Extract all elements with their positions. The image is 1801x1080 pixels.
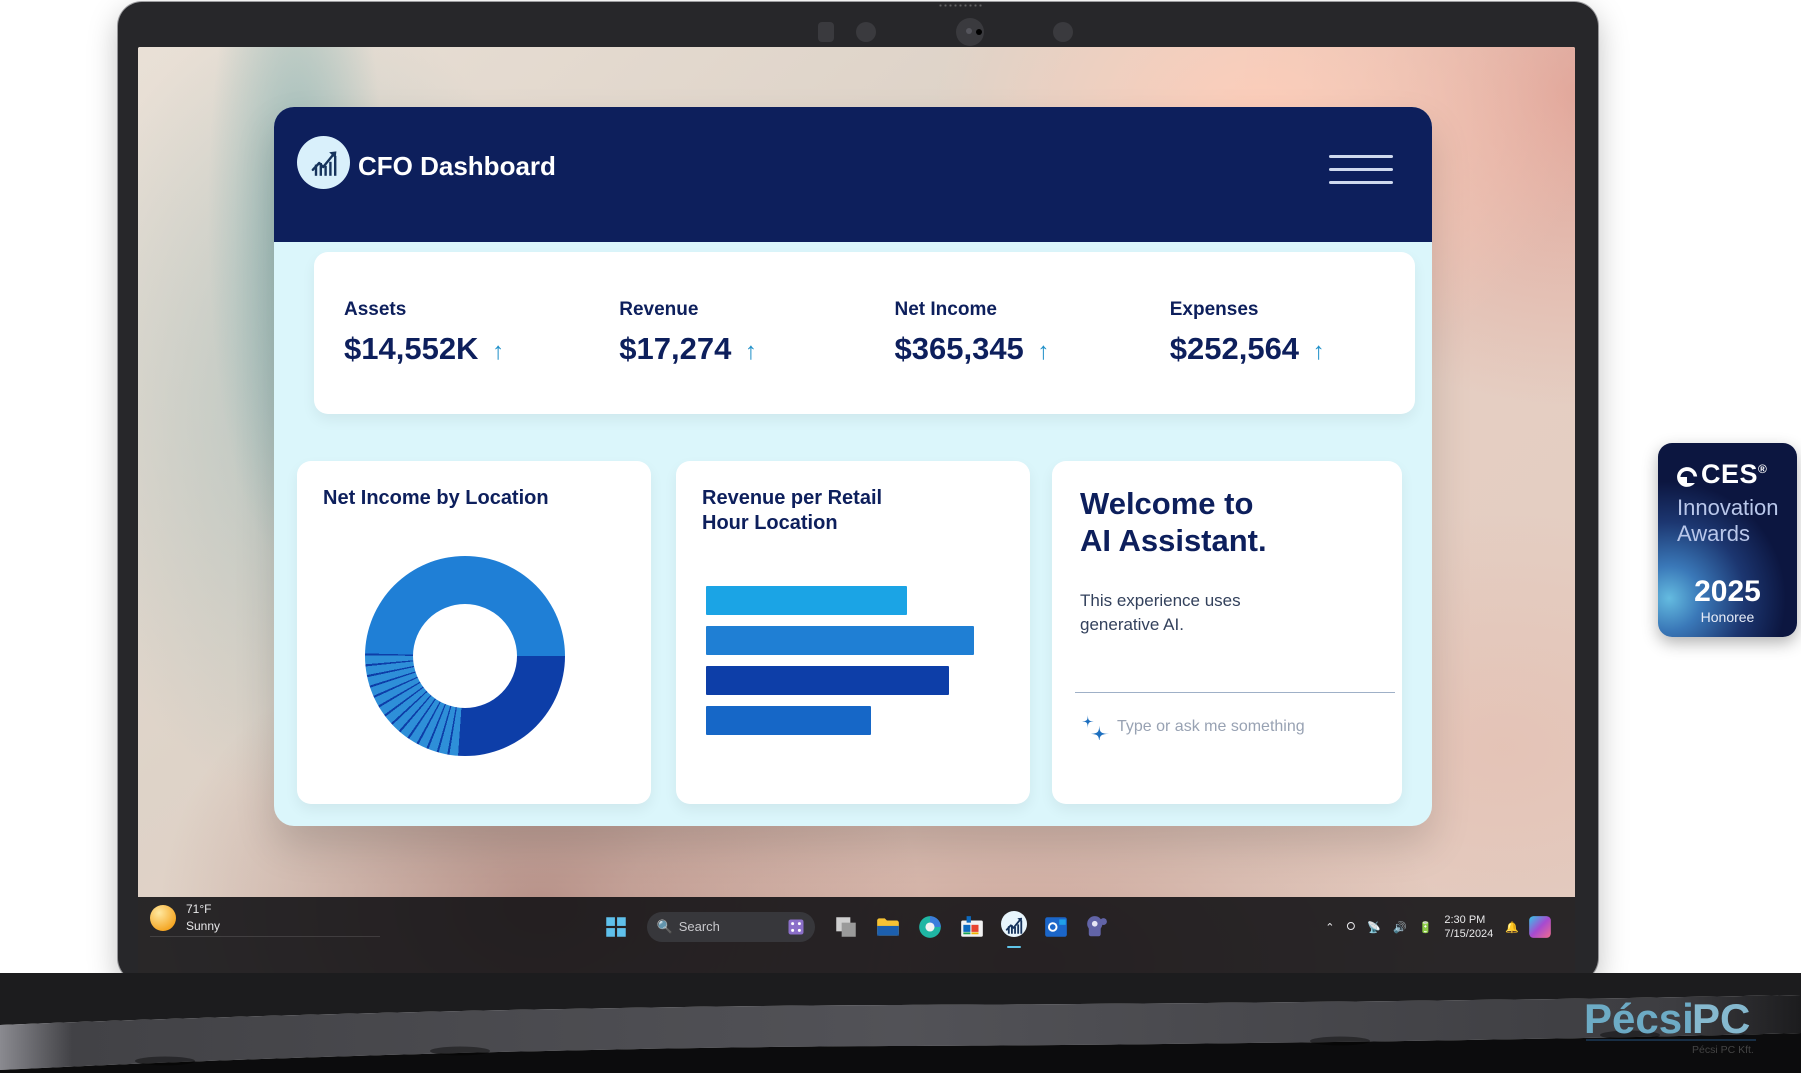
svg-text:Pécsi PC Kft.: Pécsi PC Kft. <box>1692 1044 1754 1055</box>
svg-text:PC: PC <box>1692 995 1750 1042</box>
svg-text:Pécsi: Pécsi <box>1584 995 1694 1042</box>
